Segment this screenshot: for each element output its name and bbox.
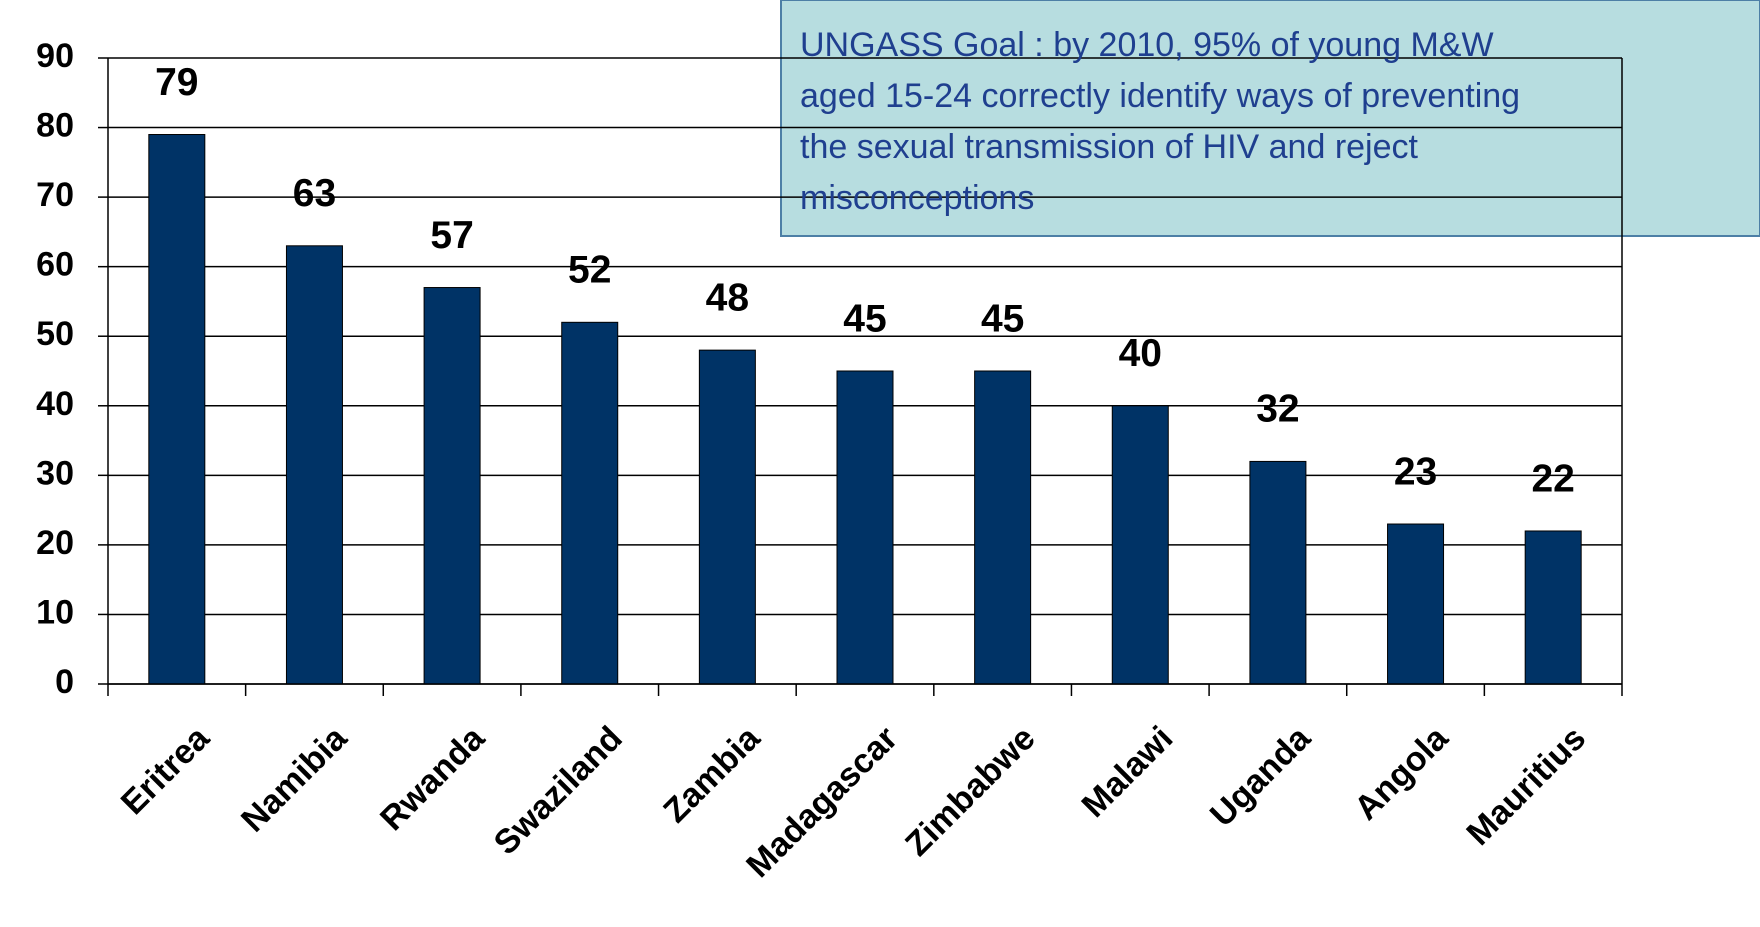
y-tick-label: 0 bbox=[55, 663, 74, 701]
bar bbox=[698, 349, 756, 685]
value-label: 79 bbox=[155, 61, 198, 104]
x-tick-label: Zambia bbox=[656, 718, 768, 830]
bar bbox=[836, 370, 894, 685]
x-tick-label: Angola bbox=[1347, 718, 1456, 827]
y-tick-label: 20 bbox=[36, 524, 74, 562]
bar bbox=[148, 134, 206, 685]
x-tick-label: Zimbabwe bbox=[898, 719, 1042, 863]
bar bbox=[1387, 523, 1445, 685]
value-label: 48 bbox=[706, 276, 749, 319]
value-label: 63 bbox=[293, 172, 336, 215]
annotation-text: aged 15-24 correctly identify ways of pr… bbox=[800, 77, 1520, 115]
y-tick-label: 40 bbox=[36, 385, 74, 423]
bar bbox=[423, 287, 481, 685]
value-label: 32 bbox=[1256, 388, 1299, 431]
y-tick-label: 60 bbox=[36, 246, 74, 284]
annotation-text: misconceptions bbox=[800, 179, 1034, 217]
x-tick-label: Swaziland bbox=[487, 719, 630, 862]
x-tick-label: Eritrea bbox=[114, 718, 218, 822]
bar bbox=[1524, 530, 1582, 685]
annotation-text: UNGASS Goal : by 2010, 95% of young M&W bbox=[800, 26, 1494, 64]
bar bbox=[561, 321, 619, 685]
bar bbox=[1249, 460, 1307, 685]
annotation-text: the sexual transmission of HIV and rejec… bbox=[800, 128, 1419, 166]
value-label: 45 bbox=[843, 297, 886, 340]
y-tick-label: 80 bbox=[36, 107, 74, 145]
value-label: 52 bbox=[568, 249, 611, 292]
value-label: 23 bbox=[1394, 450, 1437, 493]
bar bbox=[974, 370, 1032, 685]
bar bbox=[1111, 405, 1169, 685]
bar bbox=[285, 245, 343, 685]
y-tick-label: 70 bbox=[36, 176, 74, 214]
x-tick-label: Malawi bbox=[1075, 719, 1181, 825]
x-tick-label: Namibia bbox=[234, 718, 355, 839]
value-label: 57 bbox=[430, 214, 473, 257]
value-label: 45 bbox=[981, 297, 1024, 340]
y-tick-label: 10 bbox=[36, 593, 74, 631]
x-tick-label: Uganda bbox=[1203, 718, 1319, 834]
value-label: 40 bbox=[1119, 332, 1162, 375]
y-tick-label: 30 bbox=[36, 454, 74, 492]
y-tick-label: 90 bbox=[36, 37, 74, 75]
x-tick-label: Mauritius bbox=[1459, 719, 1593, 853]
value-label: 22 bbox=[1531, 457, 1574, 500]
x-tick-label: Rwanda bbox=[373, 718, 493, 838]
y-tick-label: 50 bbox=[36, 315, 74, 353]
